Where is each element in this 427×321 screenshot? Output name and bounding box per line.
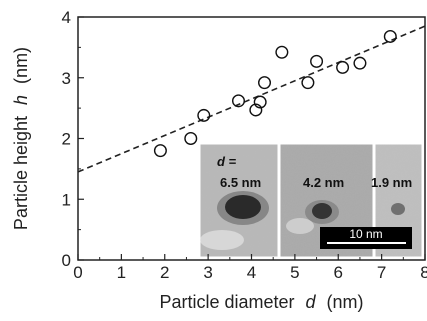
axis-tick-labels: 0 1 2 3 4 5 6 7 8 0 1 2 3 4 xyxy=(62,8,427,282)
data-point xyxy=(153,144,167,158)
y-tick-label: 3 xyxy=(62,69,71,88)
y-axis-title: Particle height h (nm) xyxy=(11,47,31,230)
x-tick-label: 0 xyxy=(73,263,82,282)
inset-panel-label: 4.2 nm xyxy=(303,175,344,190)
x-tick-label: 8 xyxy=(420,263,427,282)
particle xyxy=(391,203,405,215)
fit-line-group xyxy=(77,25,426,173)
tem-inset: 6.5 nm 4.2 nm 1.9 nm d = 10 nm xyxy=(199,143,423,258)
bright-region xyxy=(286,218,314,234)
axis-ticks xyxy=(77,16,426,261)
inset-panel-border xyxy=(279,143,374,258)
data-point xyxy=(301,76,315,90)
scale-bar-label: 10 nm xyxy=(349,227,382,241)
data-point xyxy=(249,103,263,117)
x-tick-label: 3 xyxy=(203,263,212,282)
inset-panel-label: 1.9 nm xyxy=(371,175,412,190)
data-point xyxy=(353,56,367,70)
x-tick-label: 7 xyxy=(377,263,386,282)
data-point xyxy=(383,29,397,43)
data-point xyxy=(275,45,289,59)
data-point xyxy=(231,94,245,108)
data-point xyxy=(258,76,272,90)
particle xyxy=(225,195,261,219)
data-point xyxy=(184,131,198,145)
x-tick-label: 2 xyxy=(160,263,169,282)
x-tick-label: 6 xyxy=(334,263,343,282)
x-tick-label: 4 xyxy=(247,263,256,282)
x-tick-label: 5 xyxy=(290,263,299,282)
data-point xyxy=(197,108,211,122)
data-point xyxy=(253,95,267,109)
inset-panel-border xyxy=(199,143,279,258)
inset-panel: 6.5 nm xyxy=(199,143,279,258)
data-points xyxy=(153,29,397,158)
bright-region xyxy=(200,230,244,250)
inset-panel-label: 6.5 nm xyxy=(220,175,261,190)
fit-line xyxy=(77,25,426,173)
data-point xyxy=(336,60,350,74)
y-tick-label: 4 xyxy=(62,8,71,27)
x-tick-label: 1 xyxy=(117,263,126,282)
data-point xyxy=(310,54,324,68)
inset-d-label: d = xyxy=(217,154,237,169)
y-tick-label: 0 xyxy=(62,251,71,270)
particle xyxy=(312,203,332,219)
inset-panel-border xyxy=(374,143,423,258)
y-tick-label: 1 xyxy=(62,190,71,209)
x-axis-title: Particle diameter d (nm) xyxy=(159,292,363,312)
y-tick-label: 2 xyxy=(62,130,71,149)
